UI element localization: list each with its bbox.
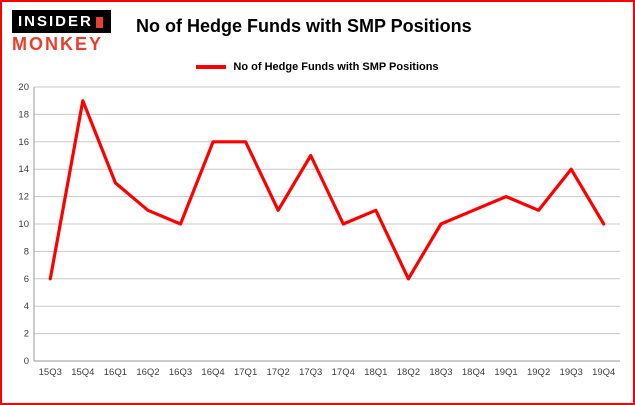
svg-text:0: 0 [24, 356, 29, 367]
svg-text:17Q1: 17Q1 [234, 367, 257, 378]
insider-monkey-logo: INSIDER MONKEY [12, 10, 124, 55]
svg-text:16: 16 [18, 137, 29, 148]
chart-legend: No of Hedge Funds with SMP Positions [2, 59, 633, 75]
chart-header: INSIDER MONKEY No of Hedge Funds with SM… [2, 2, 633, 55]
legend-series-label: No of Hedge Funds with SMP Positions [233, 61, 439, 73]
svg-text:10: 10 [18, 219, 29, 230]
svg-text:19Q1: 19Q1 [494, 367, 517, 378]
svg-text:8: 8 [24, 246, 29, 257]
svg-text:17Q4: 17Q4 [332, 367, 355, 378]
svg-text:18Q3: 18Q3 [429, 367, 452, 378]
legend-line-swatch-icon [196, 65, 227, 69]
svg-text:18Q1: 18Q1 [364, 367, 387, 378]
svg-text:16Q3: 16Q3 [169, 367, 192, 378]
svg-text:15Q3: 15Q3 [39, 367, 62, 378]
svg-text:17Q2: 17Q2 [267, 367, 290, 378]
logo-red-chip-icon [95, 16, 103, 28]
svg-text:19Q3: 19Q3 [560, 367, 583, 378]
svg-text:6: 6 [24, 274, 29, 285]
svg-text:18Q2: 18Q2 [397, 367, 420, 378]
page-title: No of Hedge Funds with SMP Positions [136, 16, 472, 36]
svg-text:20: 20 [18, 82, 29, 93]
svg-text:17Q3: 17Q3 [299, 367, 322, 378]
svg-text:18Q4: 18Q4 [462, 367, 485, 378]
logo-monkey-text: MONKEY [12, 34, 104, 54]
svg-text:19Q2: 19Q2 [527, 367, 550, 378]
svg-text:15Q4: 15Q4 [71, 367, 94, 378]
logo-insider-text: INSIDER [12, 10, 111, 33]
line-chart: 0 2 4 6 8 10 12 14 16 18 20 15Q3 15Q4 16Q1 16Q2 16Q3 16Q… [18, 82, 620, 378]
svg-text:18: 18 [18, 109, 29, 120]
svg-text:4: 4 [24, 301, 29, 312]
svg-text:19Q4: 19Q4 [592, 367, 615, 378]
svg-text:16Q4: 16Q4 [201, 367, 224, 378]
svg-text:16Q1: 16Q1 [104, 367, 127, 378]
svg-text:2: 2 [24, 329, 29, 340]
svg-text:12: 12 [18, 192, 29, 203]
logo-insider-label: INSIDER [18, 13, 93, 30]
svg-text:16Q2: 16Q2 [136, 367, 159, 378]
svg-text:14: 14 [18, 164, 29, 175]
